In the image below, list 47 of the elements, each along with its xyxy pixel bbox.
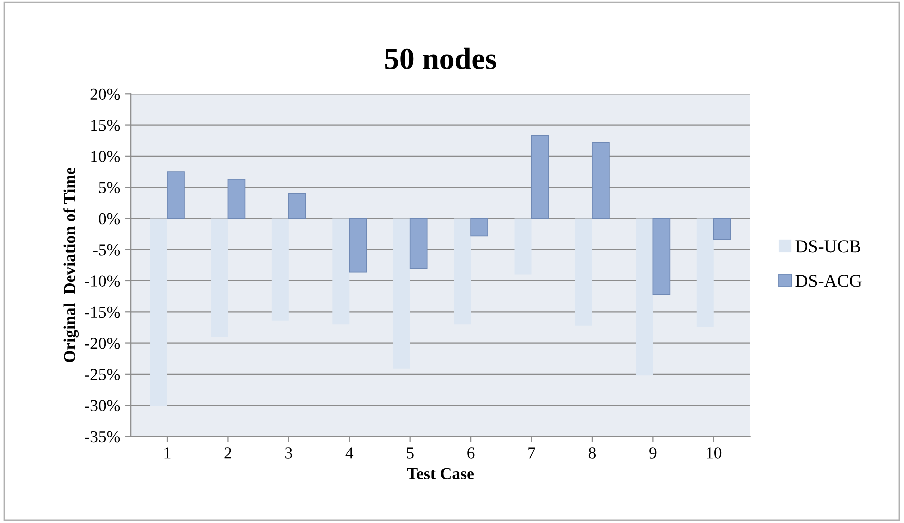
x-tick-label: 2 <box>224 448 232 459</box>
x-tick-label: 6 <box>468 448 475 459</box>
x-axis-title: Test Case <box>407 468 474 480</box>
bar <box>211 218 228 338</box>
bar <box>349 218 368 273</box>
chart-title: 50 nodes <box>385 48 496 70</box>
bar <box>696 218 714 328</box>
x-tick-label: 3 <box>286 448 292 459</box>
y-tick-label: -25% <box>85 369 120 380</box>
bar <box>652 218 671 296</box>
bar <box>531 135 550 220</box>
y-tick-label: -35% <box>85 431 120 443</box>
x-tick-label: 7 <box>528 448 536 459</box>
y-tick-label: 0% <box>99 213 120 225</box>
x-tick-label: 8 <box>588 448 596 459</box>
y-tick-label: -10% <box>85 276 120 287</box>
y-tick-label: -20% <box>85 338 120 350</box>
bar <box>228 179 246 220</box>
x-tick-label: 9 <box>650 448 657 459</box>
bar <box>410 218 428 269</box>
y-axis-title: Original Deviation of Time <box>64 168 80 362</box>
x-tick-label: 5 <box>407 448 414 459</box>
y-tick-label: 20% <box>90 88 120 100</box>
bar <box>575 218 592 326</box>
legend-label: DS-ACG <box>796 275 862 288</box>
bar <box>272 218 289 321</box>
bar <box>454 218 472 325</box>
y-tick-label: -15% <box>85 306 120 318</box>
y-tick-label: -30% <box>85 400 120 412</box>
bar <box>332 218 350 325</box>
legend-label: DS-UCB <box>796 240 861 253</box>
bar <box>470 218 488 237</box>
y-tick-label: 15% <box>92 120 120 132</box>
bar <box>288 193 306 220</box>
bar <box>150 218 168 406</box>
bar <box>592 142 610 220</box>
bar <box>167 172 185 220</box>
x-tick-label: 1 <box>164 448 171 459</box>
y-tick-label: -5% <box>94 244 120 256</box>
bar <box>393 218 410 369</box>
bar <box>636 218 654 376</box>
x-tick-label: 10 <box>707 448 722 459</box>
y-tick-label: 10% <box>92 151 120 162</box>
x-tick-label: 4 <box>346 448 354 459</box>
bar <box>514 218 532 275</box>
bar <box>713 218 732 240</box>
y-tick-label: 5% <box>99 182 120 194</box>
